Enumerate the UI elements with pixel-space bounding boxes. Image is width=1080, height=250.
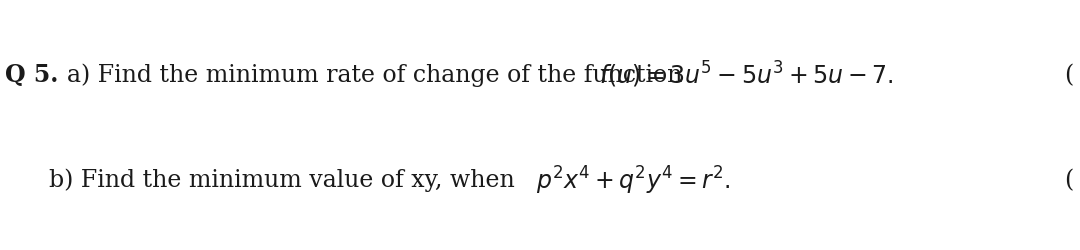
Text: (: (	[1050, 64, 1074, 86]
Text: (: (	[1050, 168, 1074, 192]
Text: $f(u) = 3u^5 - 5u^3 + 5u - 7.$: $f(u) = 3u^5 - 5u^3 + 5u - 7.$	[599, 60, 894, 90]
Text: a) Find the minimum rate of change of the function: a) Find the minimum rate of change of th…	[67, 63, 690, 87]
Text: b) Find the minimum value of xy, when: b) Find the minimum value of xy, when	[49, 168, 522, 192]
Text: $p^2x^4 + q^2y^4 = r^2.$: $p^2x^4 + q^2y^4 = r^2.$	[536, 164, 730, 196]
Text: Q 5.: Q 5.	[5, 63, 58, 87]
